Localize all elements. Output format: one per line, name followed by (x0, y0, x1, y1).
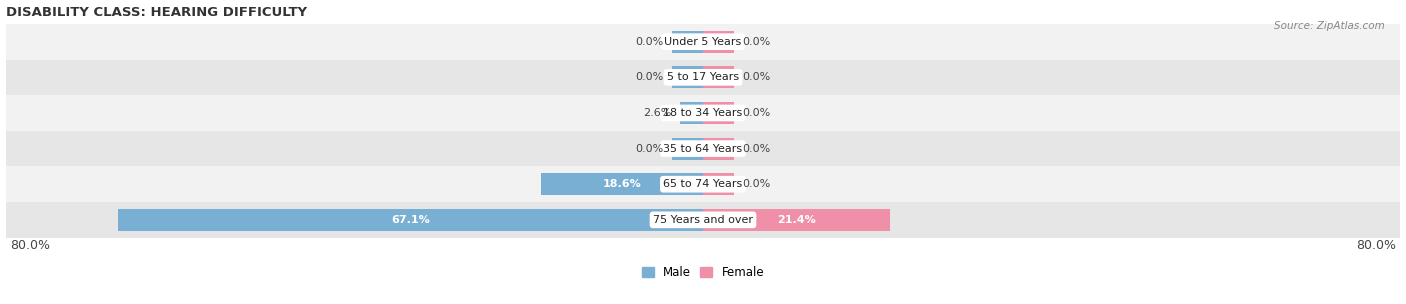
Bar (6, 95, 1400, 131)
Text: 18.6%: 18.6% (603, 179, 641, 189)
Text: 2.6%: 2.6% (643, 108, 672, 118)
Bar (6, 24, 1400, 60)
Text: 21.4%: 21.4% (778, 215, 815, 225)
Text: 35 to 64 Years: 35 to 64 Years (664, 143, 742, 154)
Text: 75 Years and over: 75 Years and over (652, 215, 754, 225)
Bar (672, 137, 703, 160)
Text: 0.0%: 0.0% (742, 72, 770, 82)
Bar (703, 173, 734, 195)
Text: 67.1%: 67.1% (391, 215, 430, 225)
Text: Source: ZipAtlas.com: Source: ZipAtlas.com (1274, 21, 1385, 31)
Text: 0.0%: 0.0% (742, 179, 770, 189)
Bar (703, 102, 734, 124)
Text: 0.0%: 0.0% (742, 143, 770, 154)
Bar (6, 60, 1400, 95)
Bar (672, 66, 703, 88)
Legend: Male, Female: Male, Female (641, 266, 765, 279)
Text: DISABILITY CLASS: HEARING DIFFICULTY: DISABILITY CLASS: HEARING DIFFICULTY (6, 5, 307, 19)
Bar (703, 66, 734, 88)
Bar (703, 209, 890, 231)
Bar (118, 209, 703, 231)
Bar (541, 173, 703, 195)
Bar (681, 102, 703, 124)
Text: 80.0%: 80.0% (1355, 239, 1396, 252)
Bar (6, 166, 1400, 202)
Text: Under 5 Years: Under 5 Years (665, 37, 741, 47)
Text: 0.0%: 0.0% (742, 37, 770, 47)
Text: 80.0%: 80.0% (10, 239, 51, 252)
Text: 0.0%: 0.0% (636, 37, 664, 47)
Text: 18 to 34 Years: 18 to 34 Years (664, 108, 742, 118)
Bar (703, 31, 734, 53)
Text: 0.0%: 0.0% (636, 143, 664, 154)
Bar (672, 31, 703, 53)
Text: 0.0%: 0.0% (636, 72, 664, 82)
Bar (703, 137, 734, 160)
Bar (6, 202, 1400, 238)
Text: 5 to 17 Years: 5 to 17 Years (666, 72, 740, 82)
Text: 0.0%: 0.0% (742, 108, 770, 118)
Bar (6, 131, 1400, 166)
Text: 65 to 74 Years: 65 to 74 Years (664, 179, 742, 189)
